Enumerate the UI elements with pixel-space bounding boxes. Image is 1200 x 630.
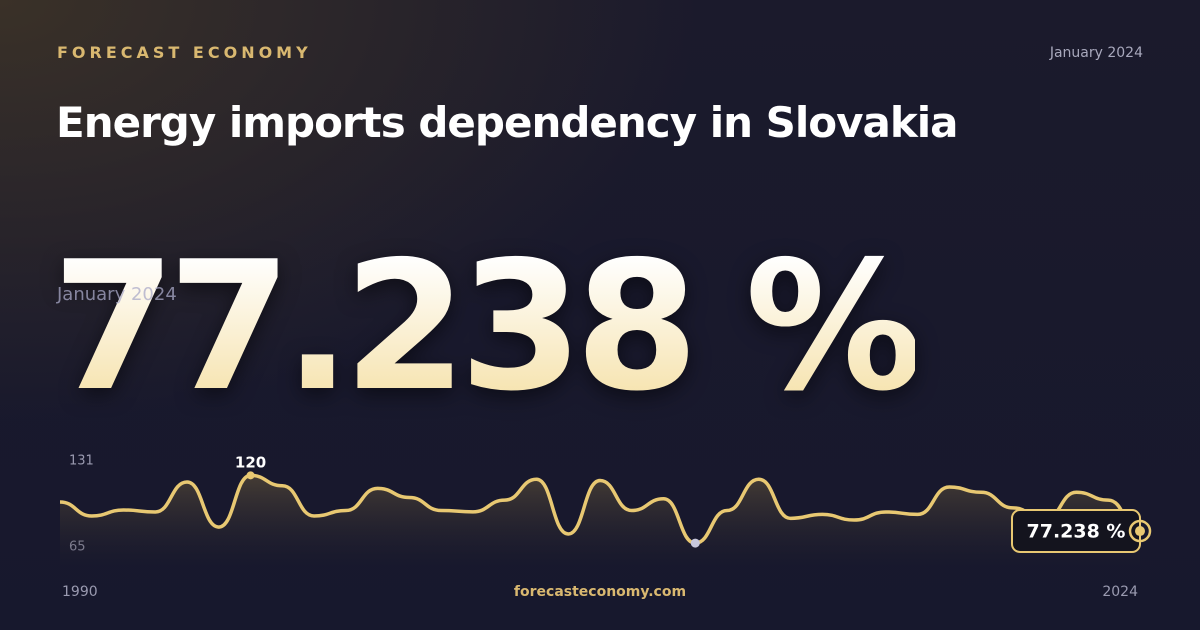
- source: forecasteconomy.com: [514, 584, 686, 600]
- y-tick-label: 131: [69, 454, 94, 469]
- line: [59, 473, 1141, 545]
- max-point: [246, 471, 255, 480]
- x-tick-label: 1990: [62, 584, 98, 600]
- last-point: [1135, 526, 1145, 537]
- x-tick-label: 2024: [1102, 584, 1138, 600]
- area: [60, 475, 1140, 565]
- date: January 2024: [1049, 45, 1143, 61]
- headline-value: 77.238 %: [52, 223, 923, 430]
- value-label: 77.238 %: [1027, 521, 1126, 543]
- brand: FORECAST ECONOMY: [57, 43, 312, 62]
- max-label: 120: [235, 454, 266, 472]
- min-point: [690, 538, 700, 548]
- headline-date: January 2024: [57, 284, 177, 305]
- last-point-ring: [1128, 519, 1152, 543]
- chart-title: Energy imports dependency in Slovakia: [56, 98, 958, 147]
